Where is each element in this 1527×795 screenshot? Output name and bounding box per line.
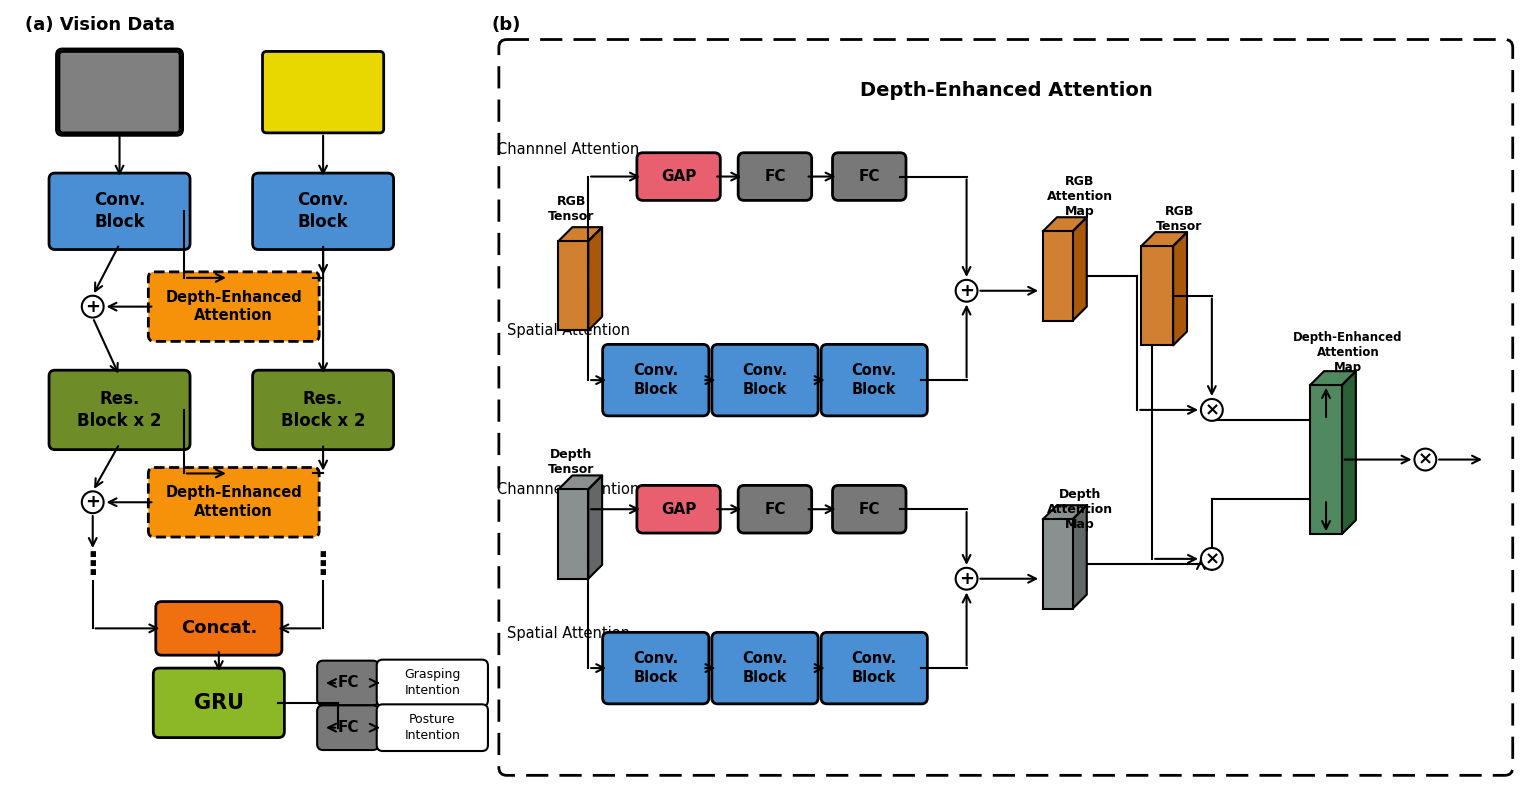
FancyBboxPatch shape [738, 153, 812, 200]
FancyBboxPatch shape [49, 173, 189, 250]
Text: +: + [959, 570, 974, 588]
FancyBboxPatch shape [318, 705, 379, 750]
FancyBboxPatch shape [738, 486, 812, 533]
FancyBboxPatch shape [153, 668, 284, 738]
Text: GRU: GRU [194, 693, 244, 713]
Polygon shape [588, 475, 602, 579]
Text: ×: × [1417, 451, 1432, 468]
Text: RGB
Tensor: RGB Tensor [1156, 205, 1202, 233]
Text: +: + [86, 493, 101, 511]
Text: Conv.
Block: Conv. Block [742, 363, 788, 397]
Text: Grasping
Intention: Grasping Intention [405, 669, 461, 697]
FancyBboxPatch shape [712, 632, 818, 704]
Polygon shape [1173, 232, 1186, 345]
FancyBboxPatch shape [148, 272, 319, 341]
Circle shape [956, 568, 977, 590]
Text: Depth-Enhanced
Attention: Depth-Enhanced Attention [165, 486, 302, 519]
Polygon shape [559, 475, 602, 490]
Text: Res.
Block x 2: Res. Block x 2 [281, 390, 365, 430]
Text: FC: FC [858, 169, 880, 184]
FancyBboxPatch shape [822, 344, 927, 416]
FancyBboxPatch shape [56, 49, 183, 135]
Polygon shape [1073, 217, 1087, 320]
Polygon shape [559, 227, 602, 241]
Text: Depth-Enhanced
Attention: Depth-Enhanced Attention [165, 290, 302, 324]
Text: ×: × [1205, 550, 1220, 568]
FancyBboxPatch shape [832, 486, 906, 533]
Text: Channnel Attention: Channnel Attention [498, 482, 640, 497]
Text: RGB
Tensor: RGB Tensor [548, 196, 594, 223]
FancyBboxPatch shape [49, 370, 189, 450]
Text: (a) Vision Data: (a) Vision Data [26, 16, 176, 33]
Text: Res.
Block x 2: Res. Block x 2 [78, 390, 162, 430]
Text: FC: FC [858, 502, 880, 517]
FancyBboxPatch shape [156, 602, 282, 655]
FancyBboxPatch shape [712, 344, 818, 416]
Circle shape [82, 296, 104, 317]
Text: +: + [86, 297, 101, 316]
FancyBboxPatch shape [252, 173, 394, 250]
Text: FC: FC [764, 169, 786, 184]
FancyBboxPatch shape [603, 632, 709, 704]
FancyBboxPatch shape [252, 370, 394, 450]
Text: ×: × [1205, 401, 1220, 419]
Text: FC: FC [764, 502, 786, 517]
Polygon shape [1342, 371, 1356, 534]
FancyBboxPatch shape [60, 52, 180, 133]
FancyBboxPatch shape [1043, 231, 1073, 320]
Text: Depth-Enhanced
Attention
Map: Depth-Enhanced Attention Map [1293, 331, 1403, 374]
Text: Spatial Attention: Spatial Attention [507, 323, 629, 338]
Text: FC: FC [337, 676, 359, 691]
Circle shape [956, 280, 977, 301]
FancyBboxPatch shape [318, 661, 379, 705]
Text: Posture
Intention: Posture Intention [405, 713, 460, 743]
FancyBboxPatch shape [832, 153, 906, 200]
Circle shape [1200, 548, 1223, 570]
FancyBboxPatch shape [377, 660, 489, 706]
FancyBboxPatch shape [603, 344, 709, 416]
FancyBboxPatch shape [499, 40, 1513, 775]
FancyBboxPatch shape [637, 153, 721, 200]
FancyBboxPatch shape [637, 486, 721, 533]
Text: Depth
Tensor: Depth Tensor [548, 448, 594, 475]
FancyBboxPatch shape [559, 241, 588, 331]
Text: +: + [959, 281, 974, 300]
Polygon shape [1141, 232, 1186, 246]
Text: Depth-Enhanced Attention: Depth-Enhanced Attention [860, 80, 1153, 99]
Text: ⋮: ⋮ [308, 551, 339, 580]
Text: Concat.: Concat. [180, 619, 257, 638]
Text: GAP: GAP [661, 169, 696, 184]
Text: Conv.
Block: Conv. Block [298, 192, 348, 231]
Polygon shape [1073, 506, 1087, 608]
FancyBboxPatch shape [263, 52, 383, 133]
Polygon shape [1310, 371, 1356, 385]
FancyBboxPatch shape [1043, 519, 1073, 608]
Text: Conv.
Block: Conv. Block [852, 363, 896, 397]
FancyBboxPatch shape [1141, 246, 1173, 345]
FancyBboxPatch shape [559, 490, 588, 579]
Polygon shape [1043, 506, 1087, 519]
Polygon shape [588, 227, 602, 331]
Text: Spatial Attention: Spatial Attention [507, 626, 629, 641]
FancyBboxPatch shape [148, 467, 319, 537]
Text: Conv.
Block: Conv. Block [634, 651, 678, 685]
Text: Conv.
Block: Conv. Block [852, 651, 896, 685]
FancyBboxPatch shape [822, 632, 927, 704]
Text: Depth
Attention
Map: Depth Attention Map [1046, 487, 1113, 531]
Circle shape [1414, 448, 1437, 471]
Text: Conv.
Block: Conv. Block [742, 651, 788, 685]
Text: RGB
Attention
Map: RGB Attention Map [1046, 175, 1113, 218]
Text: (b): (b) [492, 16, 521, 33]
Text: Channnel Attention: Channnel Attention [498, 142, 640, 157]
Text: Conv.
Block: Conv. Block [93, 192, 145, 231]
Text: ⋮: ⋮ [78, 551, 108, 580]
FancyBboxPatch shape [377, 704, 489, 751]
Polygon shape [1043, 217, 1087, 231]
FancyBboxPatch shape [1310, 385, 1342, 534]
Circle shape [1200, 399, 1223, 421]
Text: FC: FC [337, 720, 359, 735]
Text: GAP: GAP [661, 502, 696, 517]
Circle shape [82, 491, 104, 514]
Text: Conv.
Block: Conv. Block [634, 363, 678, 397]
